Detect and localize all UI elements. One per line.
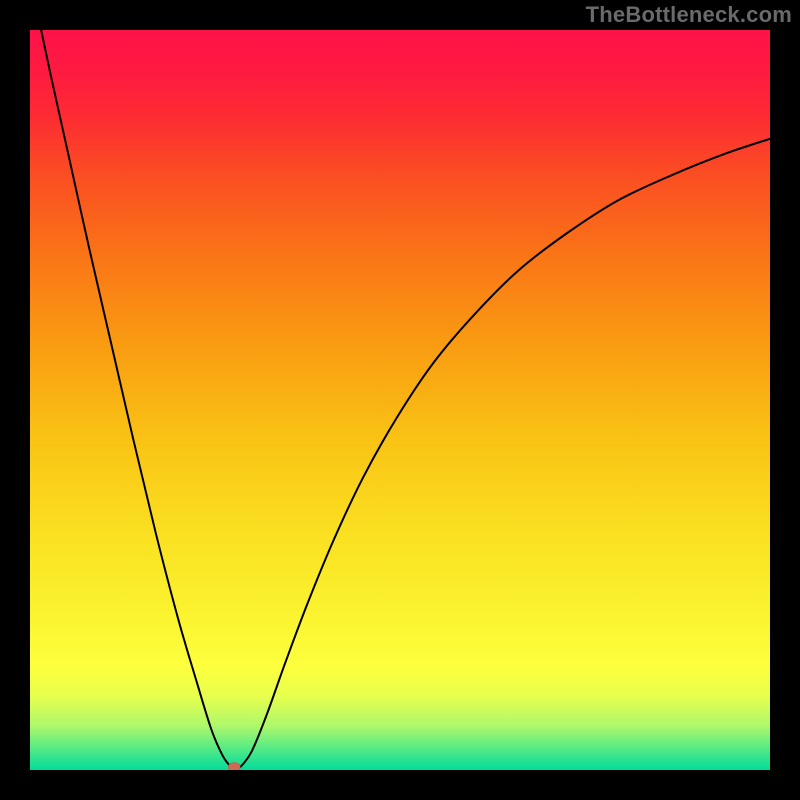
chart-svg bbox=[30, 30, 770, 770]
bottleneck-curve bbox=[41, 30, 770, 769]
min-marker bbox=[228, 763, 240, 770]
plot-area bbox=[30, 30, 770, 770]
watermark-text: TheBottleneck.com bbox=[586, 2, 792, 28]
chart-frame: TheBottleneck.com bbox=[0, 0, 800, 800]
